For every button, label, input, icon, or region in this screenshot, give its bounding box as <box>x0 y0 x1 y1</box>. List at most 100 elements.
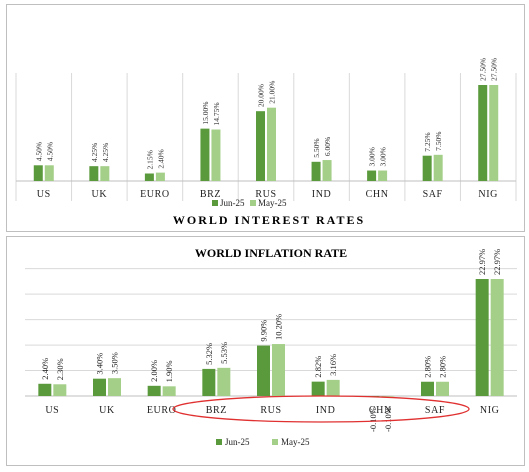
data-label: 2.82% <box>313 356 323 378</box>
chart-title: WORLD INTEREST RATES <box>173 213 365 227</box>
bar-jun-25 <box>33 165 43 181</box>
data-label: 21.00% <box>268 81 277 104</box>
data-label: 4.50% <box>34 142 43 161</box>
legend-swatch-jun-25 <box>212 200 218 206</box>
category-label: NIG <box>478 189 498 200</box>
data-label: 14.75% <box>212 102 221 125</box>
category-label: BRZ <box>206 405 227 416</box>
legend-label-may-25: May-25 <box>258 198 287 208</box>
data-label: -0.10% <box>368 407 378 432</box>
bar-jun-25 <box>311 161 321 181</box>
data-label: 2.30% <box>55 358 65 380</box>
category-label: SAF <box>423 189 443 200</box>
data-label: 20.00% <box>257 84 266 107</box>
category-label: EURO <box>147 405 177 416</box>
data-label: 5.50% <box>312 138 321 157</box>
legend-swatch-jun-25 <box>216 439 222 445</box>
bar-may-25 <box>53 384 67 396</box>
category-label: CHN <box>369 405 392 416</box>
data-label: 3.50% <box>110 352 120 374</box>
interest-rates-chart-panel: 4.50% 4.50% US 4.25% 4.25% UK 2.15% 2.40% EURO 15… <box>6 4 525 232</box>
bar-may-25 <box>100 166 110 181</box>
data-label: 15.00% <box>201 102 210 125</box>
data-label: 10.20% <box>274 314 284 340</box>
bar-may-25 <box>272 344 285 396</box>
bar-may-25 <box>326 379 340 396</box>
data-label: 2.80% <box>423 356 433 378</box>
data-label: 5.53% <box>219 342 229 364</box>
bar-jun-25 <box>311 381 325 396</box>
legend-label-jun-25: Jun-25 <box>220 198 245 208</box>
data-label: 3.40% <box>95 353 105 375</box>
category-label: EURO <box>140 189 170 200</box>
data-label: -0.10% <box>383 407 393 432</box>
bar-may-25 <box>381 396 395 397</box>
data-label: 7.50% <box>434 131 443 150</box>
bar-may-25 <box>162 386 176 396</box>
data-label: 3.00% <box>368 147 377 166</box>
data-label: 2.00% <box>149 360 159 382</box>
data-label: 4.50% <box>45 142 54 161</box>
bar-may-25 <box>378 170 388 181</box>
bar-jun-25 <box>202 368 216 396</box>
legend-swatch-may-25 <box>250 200 256 206</box>
bar-jun-25 <box>93 378 106 396</box>
bar-may-25 <box>155 172 165 181</box>
data-label: 2.40% <box>40 358 50 380</box>
category-label: BRZ <box>200 189 221 200</box>
legend-swatch-may-25 <box>272 439 278 445</box>
bar-jun-25 <box>421 381 434 396</box>
data-label: 2.15% <box>145 150 154 169</box>
data-label: 1.90% <box>164 360 174 382</box>
data-label: 27.50% <box>479 58 488 81</box>
bar-may-25 <box>44 165 54 181</box>
bar-jun-25 <box>256 111 265 181</box>
data-label: 4.25% <box>101 143 110 162</box>
bar-jun-25 <box>257 345 270 396</box>
bar-jun-25 <box>38 383 52 396</box>
bar-jun-25 <box>422 155 432 181</box>
bar-jun-25 <box>367 170 377 181</box>
bar-may-25 <box>433 154 443 181</box>
data-label: 6.00% <box>323 137 332 156</box>
category-label: UK <box>99 405 115 416</box>
inflation-rate-chart: 2.40% 2.30% US 3.40% 3.50% UK 2.00% 1.90% EURO 5.… <box>25 246 517 447</box>
category-label: SAF <box>425 405 445 416</box>
bar-may-25 <box>322 160 332 181</box>
category-label: US <box>45 405 59 416</box>
data-label: 5.32% <box>204 343 214 365</box>
data-label: 27.50% <box>490 58 499 81</box>
chart-title: WORLD INFLATION RATE <box>195 246 347 260</box>
data-label: 2.80% <box>438 356 448 378</box>
bar-may-25 <box>436 381 449 396</box>
bar-jun-25 <box>144 173 154 181</box>
category-label: IND <box>316 405 336 416</box>
legend-label-jun-25: Jun-25 <box>225 437 250 447</box>
data-label: 9.90% <box>259 320 269 342</box>
category-label: US <box>37 189 51 200</box>
data-label: 3.00% <box>379 147 388 166</box>
interest-rates-chart: 4.50% 4.50% US 4.25% 4.25% UK 2.15% 2.40% EURO 15… <box>15 58 517 227</box>
data-label: 7.25% <box>423 132 432 151</box>
bar-may-25 <box>489 85 499 181</box>
bar-may-25 <box>211 129 221 181</box>
data-label: 22.97% <box>477 249 487 275</box>
bar-may-25 <box>108 378 121 396</box>
bar-jun-25 <box>478 85 488 181</box>
bar-jun-25 <box>89 166 99 181</box>
data-label: 22.97% <box>492 249 502 275</box>
data-label: 3.16% <box>328 354 338 376</box>
category-label: RUS <box>260 405 281 416</box>
bar-may-25 <box>267 107 276 181</box>
bar-jun-25 <box>475 279 489 396</box>
bar-jun-25 <box>147 385 161 396</box>
legend-label-may-25: May-25 <box>281 437 310 447</box>
bar-may-25 <box>490 279 504 396</box>
bar-may-25 <box>217 367 231 396</box>
category-label: IND <box>312 189 332 200</box>
category-label: UK <box>92 189 108 200</box>
inflation-rate-chart-panel: 2.40% 2.30% US 3.40% 3.50% UK 2.00% 1.90% EURO 5.… <box>6 236 525 466</box>
data-label: 4.25% <box>90 143 99 162</box>
highlight-ellipse <box>172 395 470 423</box>
category-label: CHN <box>366 189 389 200</box>
